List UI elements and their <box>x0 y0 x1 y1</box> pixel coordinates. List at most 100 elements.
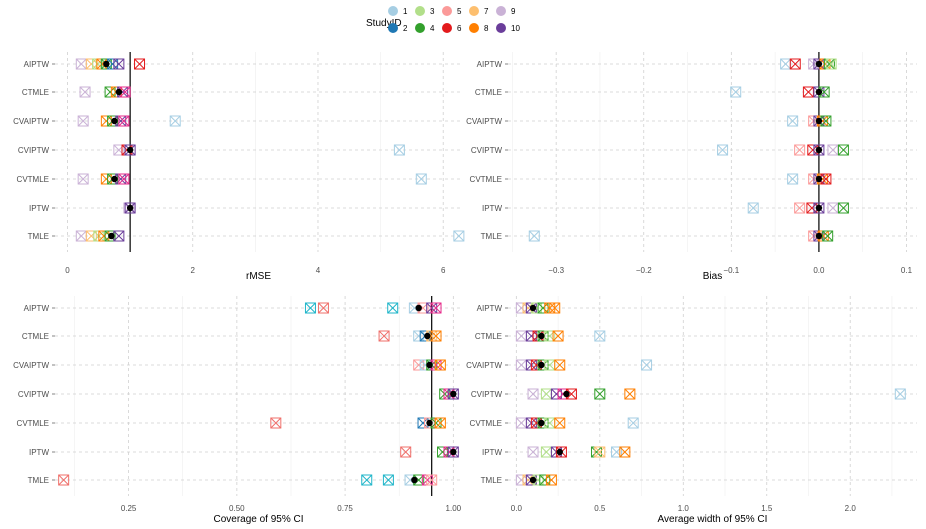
y-tick-label-iptw: IPTW <box>482 204 502 213</box>
data-point-cross <box>422 474 433 486</box>
mean-point <box>815 60 823 68</box>
data-point <box>434 417 446 429</box>
mean-point <box>115 88 123 96</box>
data-point-box <box>270 417 282 429</box>
data-point-box <box>787 115 799 127</box>
legend-label-7: 7 <box>484 7 489 16</box>
data-point-cross <box>825 58 837 70</box>
data-point-cross <box>838 202 849 214</box>
data-point-cross <box>85 230 97 242</box>
data-point-cross <box>378 330 390 342</box>
data-point-box <box>382 474 394 486</box>
x-tick-label: −0.2 <box>636 266 652 275</box>
data-point-box <box>544 330 556 342</box>
y-tick-label-ctmle: CTMLE <box>475 88 502 97</box>
data-point-box <box>552 330 564 342</box>
data-point-box <box>813 144 825 156</box>
x-tick-label: 2 <box>191 266 196 275</box>
mean-point <box>538 419 545 427</box>
data-point <box>594 446 606 458</box>
data-point-cross <box>318 302 329 314</box>
data-point-cross <box>552 330 564 342</box>
data-point <box>393 144 405 156</box>
x-tick-label: 2.0 <box>845 504 857 513</box>
data-point-box <box>813 58 825 70</box>
x-tick-label: −0.1 <box>723 266 739 275</box>
mean-point <box>424 332 431 340</box>
data-point-box <box>79 86 91 98</box>
data-point-cross <box>787 115 798 127</box>
mean-point <box>426 361 433 369</box>
mean-point <box>529 304 537 312</box>
legend-swatch-7 <box>469 6 479 16</box>
legend-label-5: 5 <box>457 7 462 16</box>
data-point-cross <box>544 359 556 371</box>
data-point-cross <box>818 86 830 98</box>
data-point-cross <box>430 302 442 314</box>
data-point <box>545 474 557 486</box>
y-tick-label-tmle: TMLE <box>481 476 502 485</box>
data-point-box <box>118 173 130 185</box>
x-tick-label: 0.50 <box>229 504 245 513</box>
data-point-box <box>789 58 801 70</box>
y-tick-label-cviptw: CVIPTW <box>18 390 50 399</box>
x-axis-title: Average width of 95% CI <box>658 514 768 525</box>
data-point-cross <box>77 115 89 127</box>
data-point-box <box>361 474 373 486</box>
data-point-box <box>537 330 549 342</box>
data-point-box <box>378 330 390 342</box>
data-point-box <box>525 330 537 342</box>
data-point <box>270 417 282 429</box>
data-point-box <box>730 86 742 98</box>
mean-point <box>538 332 545 340</box>
data-point <box>802 86 814 98</box>
data-point-cross <box>591 446 602 458</box>
data-point-cross <box>730 86 742 98</box>
legend-swatch-6 <box>442 23 452 33</box>
data-point <box>827 144 839 156</box>
data-point <box>837 144 849 156</box>
data-point-cross <box>118 115 130 127</box>
data-point <box>787 173 799 185</box>
data-point-cross <box>434 417 446 429</box>
data-point-box <box>169 115 181 127</box>
data-point-box <box>747 202 759 214</box>
mean-point <box>815 204 823 212</box>
mean-point <box>450 448 457 456</box>
data-point-box <box>426 474 438 486</box>
data-point-cross <box>387 302 399 314</box>
data-point-box <box>430 330 442 342</box>
data-point-box <box>794 144 806 156</box>
data-point-box <box>594 446 606 458</box>
data-point-box <box>100 58 112 70</box>
data-point-box <box>594 330 606 342</box>
data-point-cross <box>270 417 282 429</box>
mean-point <box>815 232 823 240</box>
data-point-box <box>77 115 89 127</box>
data-point-cross <box>527 388 539 400</box>
data-point-cross <box>118 173 130 185</box>
data-point-cross <box>430 330 442 342</box>
data-point-cross <box>794 144 805 156</box>
data-point-cross <box>747 202 759 214</box>
x-tick-label: 0.0 <box>511 504 523 513</box>
data-point-cross <box>426 302 438 314</box>
data-point-box <box>447 388 459 400</box>
data-point-box <box>85 230 97 242</box>
data-point-cross <box>641 359 652 371</box>
data-point <box>304 302 316 314</box>
mean-point <box>108 232 115 240</box>
data-point <box>794 202 806 214</box>
data-point <box>554 359 566 371</box>
mean-point <box>111 117 118 125</box>
data-point-cross <box>541 446 552 458</box>
data-point-cross <box>113 230 125 242</box>
data-point-box <box>527 388 539 400</box>
data-point <box>594 388 606 400</box>
data-point <box>434 359 446 371</box>
data-point <box>382 474 394 486</box>
data-point-cross <box>361 474 373 486</box>
data-point-cross <box>820 173 832 185</box>
x-tick-label: 0.5 <box>594 504 606 513</box>
data-point-cross <box>789 58 801 70</box>
